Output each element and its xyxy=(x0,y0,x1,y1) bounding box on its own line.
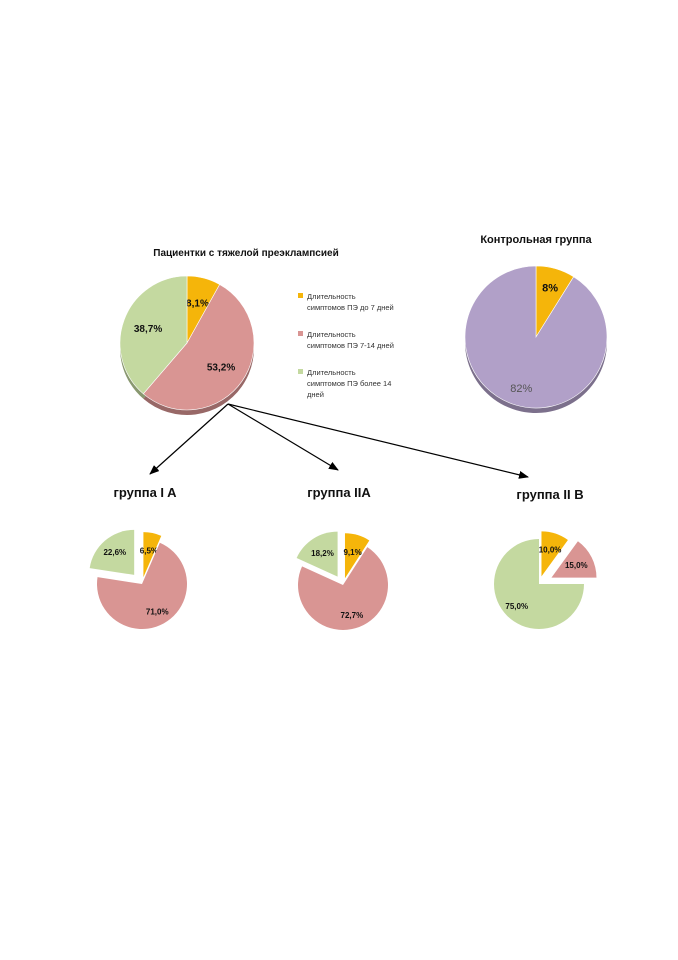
legend-text-2-1: симптомов ПЭ более 14 xyxy=(307,379,391,388)
group2a-chart-title: группа IIA xyxy=(307,485,371,500)
group1a-slice-label-2: 22,6% xyxy=(103,548,126,557)
control-chart-title: Контрольная группа xyxy=(480,234,592,246)
group2a-slice-2 xyxy=(296,531,338,577)
main-chart-legend: Длительность симптомов ПЭ до 7 дней Длител… xyxy=(298,292,394,399)
group2a-slice-1 xyxy=(298,547,389,631)
group2b-slice-1 xyxy=(551,541,597,578)
control-slice-label-1: 82% xyxy=(510,383,532,395)
group2b-pie-chart: 10,0%15,0% 75,0% xyxy=(494,531,597,629)
legend-text-1-1: симптомов ПЭ 7-14 дней xyxy=(307,341,394,350)
group2a-slice-label-1: 72,7% xyxy=(341,611,364,620)
control-slice-label-0: 8% xyxy=(542,283,558,295)
legend-swatch-0 xyxy=(298,293,303,298)
group2b-slice-label-0: 10,0% xyxy=(539,546,562,555)
main-slice-label-1: 53,2% xyxy=(207,362,235,373)
group1a-chart-title: группа I A xyxy=(113,485,177,500)
group2b-slice-label-1: 15,0% xyxy=(565,561,588,570)
main-slice-2 xyxy=(119,275,188,395)
main-slice-label-2: 38,7% xyxy=(134,324,162,335)
legend-text-1-0: Длительность xyxy=(307,330,356,339)
legend-text-2-2: дней xyxy=(307,390,324,399)
arrow-to-group2b xyxy=(227,403,529,479)
group1a-slice-1 xyxy=(97,542,188,629)
group2b-chart-title: группа II В xyxy=(516,487,583,502)
group2a-slice-label-0: 9,1% xyxy=(343,548,361,557)
group1a-slice-label-0: 6,5% xyxy=(140,547,158,556)
group2b-slice-label-2: 75,0% xyxy=(505,602,528,611)
connector-arrows xyxy=(149,403,529,479)
legend-text-2-0: Длительность xyxy=(307,368,356,377)
control-pie-chart: 8% 82% xyxy=(464,265,608,414)
group1a-pie-chart: 6,5% 71,0% 22,6% xyxy=(89,529,188,629)
group2a-slice-0 xyxy=(344,533,370,579)
legend-swatch-1 xyxy=(298,331,303,336)
legend-text-0-0: Длительность xyxy=(307,292,356,301)
group2b-slice-2 xyxy=(494,539,584,629)
group1a-slice-label-1: 71,0% xyxy=(146,607,169,616)
group2a-pie-chart: 9,1% 72,7% 18,2% xyxy=(296,531,389,631)
arrow-to-group2a xyxy=(227,403,339,471)
arrow-to-group1a xyxy=(149,403,229,475)
group1a-slice-0 xyxy=(143,532,162,578)
control-slice-1 xyxy=(464,265,608,409)
main-chart-title: Пациентки с тяжелой преэклампсией xyxy=(153,248,338,259)
main-pie-chart: 8,1% 53,2% 38,7% xyxy=(119,275,255,415)
main-slice-label-0: 8,1% xyxy=(186,298,209,309)
group1a-slice-2 xyxy=(89,529,135,575)
group2a-slice-label-2: 18,2% xyxy=(311,549,334,558)
main-slice-1 xyxy=(142,284,255,411)
group2b-slice-0 xyxy=(541,531,568,577)
legend-swatch-2 xyxy=(298,369,303,374)
legend-text-0-1: симптомов ПЭ до 7 дней xyxy=(307,303,394,312)
